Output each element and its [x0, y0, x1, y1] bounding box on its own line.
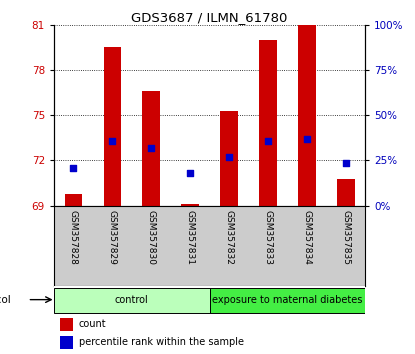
Text: GSM357834: GSM357834: [303, 210, 311, 264]
Text: count: count: [79, 319, 107, 330]
Text: GSM357829: GSM357829: [108, 210, 117, 264]
Point: [342, 161, 349, 166]
Bar: [142, 91, 160, 206]
Text: control: control: [115, 295, 149, 305]
Bar: [259, 40, 277, 206]
Text: GSM357832: GSM357832: [225, 210, 234, 264]
Point: [265, 138, 271, 144]
Point: [70, 165, 77, 171]
Point: [187, 170, 193, 175]
Point: [226, 155, 232, 160]
Text: percentile rank within the sample: percentile rank within the sample: [79, 337, 244, 348]
Text: GSM357831: GSM357831: [186, 210, 195, 265]
Point: [148, 145, 154, 151]
Point: [109, 138, 116, 144]
Text: exposure to maternal diabetes: exposure to maternal diabetes: [212, 295, 363, 305]
Bar: [337, 178, 354, 206]
FancyBboxPatch shape: [210, 287, 365, 313]
Text: GSM357835: GSM357835: [341, 210, 350, 265]
Point: [303, 137, 310, 142]
Bar: [65, 194, 82, 206]
Text: GSM357828: GSM357828: [69, 210, 78, 264]
Bar: [298, 23, 315, 206]
FancyBboxPatch shape: [54, 287, 210, 313]
Bar: [220, 111, 238, 206]
Text: protocol: protocol: [0, 295, 10, 305]
Text: GSM357830: GSM357830: [147, 210, 156, 265]
Text: GSM357833: GSM357833: [264, 210, 272, 265]
Bar: [181, 204, 199, 206]
Bar: [104, 47, 121, 206]
Title: GDS3687 / ILMN_61780: GDS3687 / ILMN_61780: [132, 11, 288, 24]
Bar: [60, 318, 73, 331]
Bar: [60, 336, 73, 349]
